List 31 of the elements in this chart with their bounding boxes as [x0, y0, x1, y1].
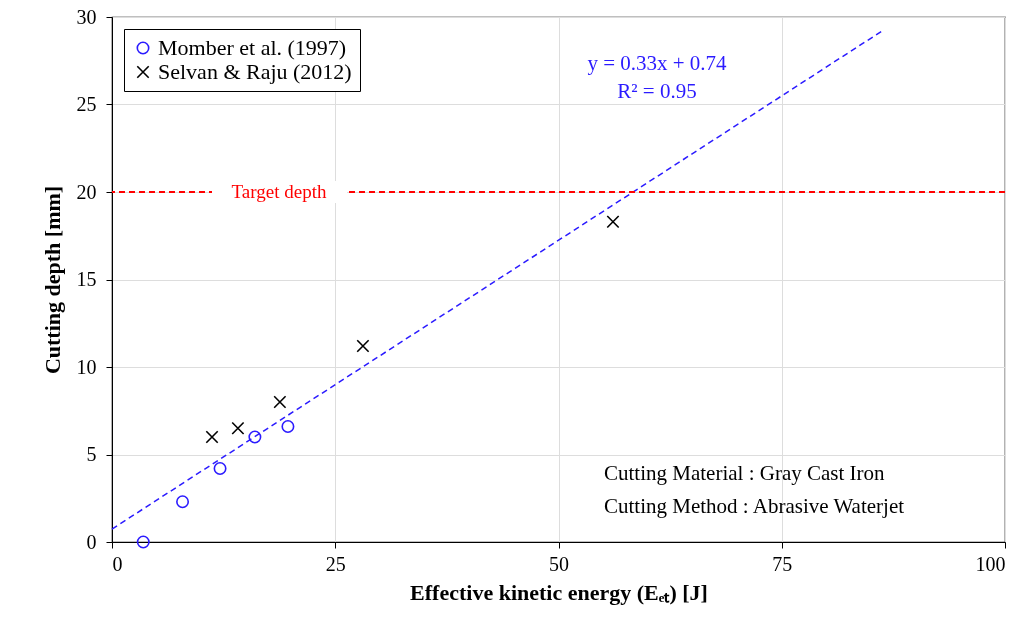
y-tick-label: 5	[86, 443, 97, 465]
point	[176, 495, 190, 509]
ref-line-label: Target depth	[231, 181, 327, 202]
x-tick-label: 100	[975, 552, 1006, 575]
y-tick-label: 30	[76, 5, 97, 28]
y-axis-title: Cutting depth [mm]	[39, 185, 65, 375]
y-tick-label: 25	[76, 93, 97, 115]
point	[606, 215, 620, 229]
legend-label: Momber et al. (1997)	[158, 35, 347, 60]
annotation: Cutting Method : Abrasive Waterjet	[604, 494, 905, 518]
point	[273, 395, 287, 409]
point	[213, 462, 227, 475]
x-axis-title: Effective kinetic energy (Eₑₜ) [J]	[410, 579, 708, 605]
point	[136, 535, 150, 549]
x-tick-label: 0	[112, 552, 123, 575]
y-tick-label: 15	[76, 268, 97, 290]
point	[231, 421, 245, 435]
annotation: y = 0.33x + 0.74	[587, 51, 728, 75]
point	[205, 430, 219, 444]
point	[281, 420, 295, 433]
annotation: R² = 0.95	[617, 79, 697, 103]
y-tick-label: 10	[76, 355, 97, 378]
x-tick-label: 50	[549, 552, 569, 575]
point	[356, 339, 370, 353]
y-tick-label: 20	[76, 180, 97, 203]
legend-label: Selvan & Raju (2012)	[158, 59, 352, 84]
x-tick-label: 75	[772, 552, 793, 575]
annotation: Cutting Material : Gray Cast Iron	[604, 461, 886, 485]
y-tick-label: 0	[86, 530, 97, 553]
point	[248, 430, 262, 444]
x-tick-label: 25	[325, 552, 346, 575]
